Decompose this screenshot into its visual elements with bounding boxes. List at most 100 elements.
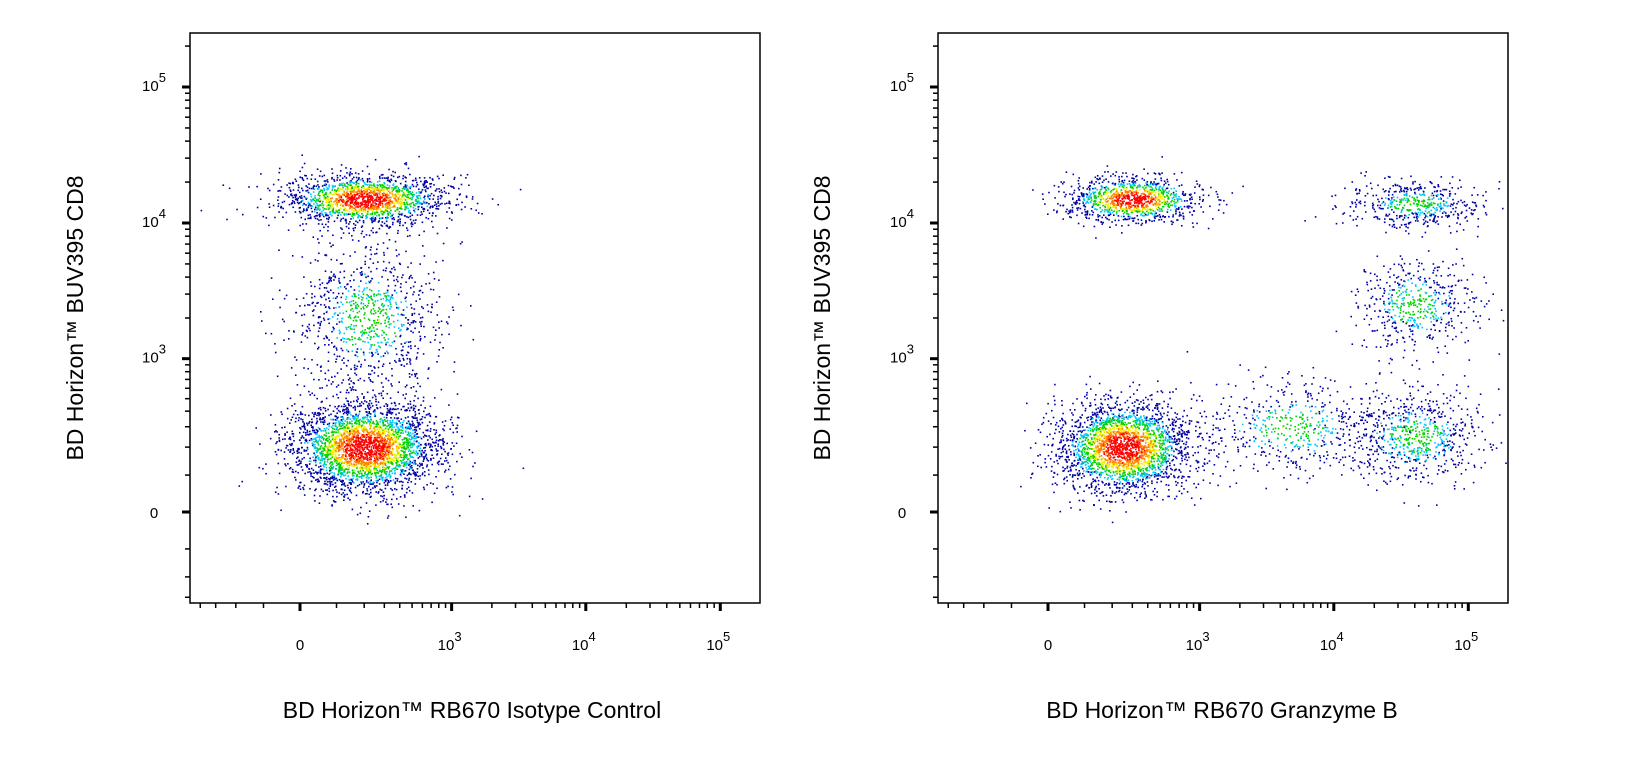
event-dot — [415, 199, 417, 201]
event-dot — [346, 407, 349, 409]
event-dot — [402, 481, 404, 483]
event-dot — [357, 305, 360, 307]
event-dot — [468, 449, 471, 451]
event-dot — [370, 209, 373, 211]
event-dot — [349, 499, 351, 501]
event-dot — [382, 422, 384, 425]
event-dot — [319, 495, 321, 497]
event-dot — [315, 422, 318, 425]
event-dot — [385, 313, 388, 315]
event-dot — [405, 427, 407, 430]
event-dot — [377, 446, 379, 448]
event-dot — [285, 444, 288, 447]
event-dot — [346, 447, 348, 450]
event-dot — [354, 457, 357, 459]
event-dot — [409, 443, 412, 445]
event-dot — [408, 438, 410, 440]
event-dot — [360, 296, 363, 298]
event-dot — [429, 430, 432, 432]
event-dot — [348, 442, 351, 445]
event-dot — [401, 429, 404, 432]
event-dot — [418, 205, 420, 208]
event-dot — [315, 199, 318, 202]
event-dot — [442, 428, 444, 430]
event-dot — [407, 458, 410, 460]
event-dot — [355, 443, 357, 446]
event-dot — [372, 308, 375, 310]
event-dot — [318, 502, 321, 504]
event-dot — [394, 472, 396, 475]
event-dot — [382, 428, 385, 431]
event-dot — [437, 445, 439, 447]
event-dot — [419, 317, 422, 319]
event-dot — [448, 207, 451, 209]
event-dot — [383, 222, 386, 225]
event-dot — [384, 202, 387, 205]
event-dot — [262, 215, 265, 218]
event-dot — [372, 431, 374, 434]
event-dot — [358, 187, 361, 190]
event-dot — [317, 260, 319, 262]
event-dot — [411, 429, 414, 431]
event-dot — [362, 469, 364, 472]
event-dot — [345, 391, 348, 394]
event-dot — [361, 202, 364, 205]
event-dot — [349, 418, 351, 420]
event-dot — [409, 428, 411, 430]
event-dot — [328, 306, 330, 308]
event-dot — [369, 454, 372, 456]
event-dot — [337, 292, 340, 295]
event-dot — [329, 472, 332, 474]
event-dot — [361, 430, 364, 432]
event-dot — [436, 487, 438, 490]
event-dot — [314, 197, 316, 199]
event-dot — [393, 460, 396, 462]
event-dot — [289, 189, 292, 191]
event-dot — [421, 203, 423, 205]
event-dot — [418, 194, 420, 197]
event-dot — [369, 471, 372, 474]
event-dot — [375, 203, 377, 205]
event-dot — [429, 482, 432, 484]
event-dot — [384, 464, 387, 467]
event-dot — [442, 259, 444, 262]
event-dot — [299, 439, 301, 442]
event-dot — [354, 486, 357, 489]
event-dot — [372, 200, 374, 203]
event-dot — [374, 395, 377, 398]
event-dot — [274, 491, 277, 493]
event-dot — [385, 177, 388, 179]
event-dot — [386, 404, 389, 406]
event-dot — [341, 435, 343, 438]
event-dot — [361, 452, 363, 454]
event-dot — [374, 187, 376, 190]
event-dot — [395, 424, 398, 426]
event-dot — [238, 485, 241, 487]
event-dot — [339, 464, 341, 467]
event-dot — [310, 472, 312, 474]
event-dot — [355, 304, 357, 307]
event-dot — [366, 523, 369, 525]
event-dot — [349, 213, 351, 215]
event-dot — [374, 409, 376, 411]
event-dot — [418, 234, 421, 236]
event-dot — [310, 438, 313, 440]
event-dot — [369, 213, 372, 215]
event-dot — [374, 211, 376, 214]
event-dot — [416, 181, 418, 184]
event-dot — [342, 465, 344, 467]
event-dot — [344, 458, 346, 460]
event-dot — [423, 183, 425, 186]
event-dot — [402, 427, 404, 429]
event-dot — [388, 443, 390, 446]
event-dot — [332, 211, 335, 214]
event-dot — [295, 193, 297, 196]
event-dot — [361, 170, 364, 172]
event-dot — [342, 217, 344, 220]
event-dot — [368, 450, 370, 453]
event-dot — [346, 437, 349, 440]
event-dot — [389, 308, 391, 310]
event-dot — [338, 445, 341, 447]
event-dot — [336, 201, 338, 203]
event-dot — [425, 190, 427, 193]
